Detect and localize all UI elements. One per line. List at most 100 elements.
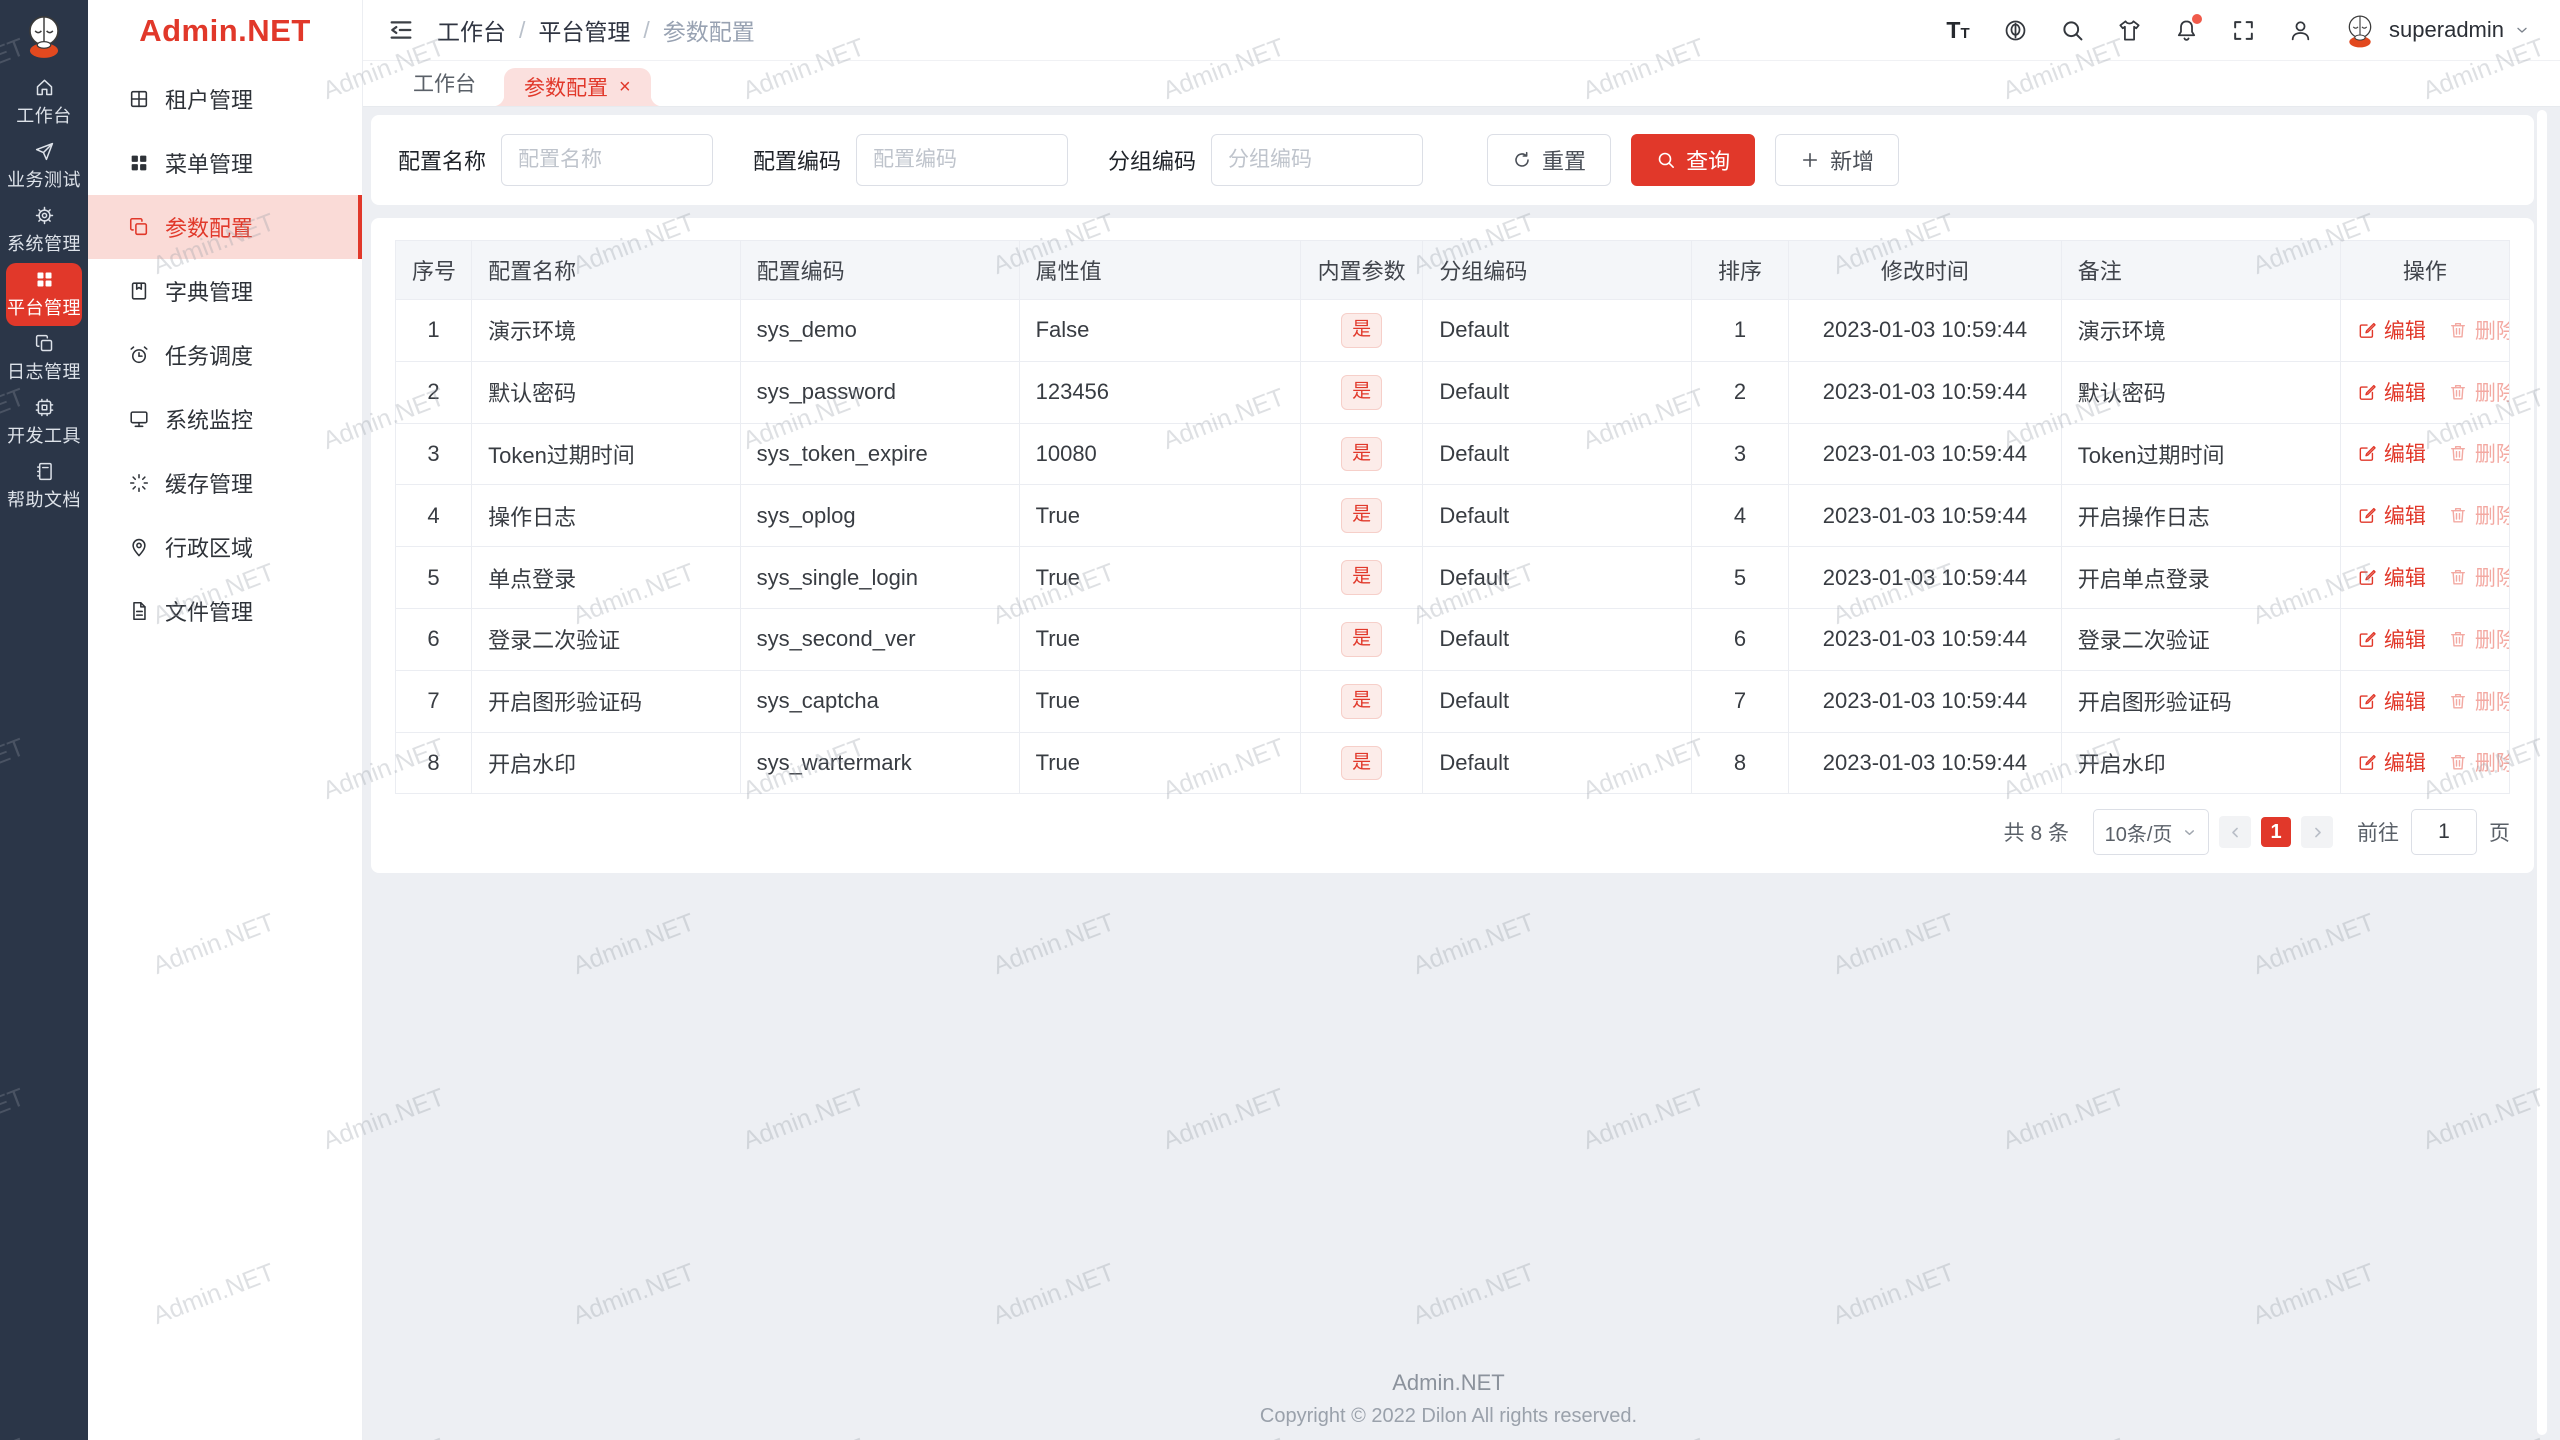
delete-button[interactable]: 删除	[2448, 315, 2508, 345]
sidebar-item-系统监控[interactable]: 系统监控	[88, 387, 362, 451]
column-header-内置参数: 内置参数	[1299, 240, 1424, 300]
rail-item-业务测试[interactable]: 业务测试	[6, 135, 82, 198]
scrollbar-thumb[interactable]	[2537, 110, 2547, 1435]
cell: Default	[1422, 299, 1692, 362]
add-button[interactable]: 新增	[1775, 134, 1900, 186]
rail-item-平台管理[interactable]: 平台管理	[6, 263, 82, 326]
actions-cell: 编辑删除	[2339, 669, 2511, 733]
edit-button[interactable]: 编辑	[2357, 686, 2426, 716]
notification-dot	[2192, 14, 2203, 24]
delete-icon	[2448, 382, 2468, 402]
cell: 单点登录	[471, 546, 741, 609]
actions-cell: 编辑删除	[2339, 360, 2511, 424]
rail-item-工作台[interactable]: 工作台	[6, 71, 82, 134]
filter-label: 配置编码	[753, 149, 842, 174]
filter-input-配置名称[interactable]	[501, 134, 714, 186]
cell: 开启图形验证码	[2060, 669, 2341, 733]
rail-item-label: 工作台	[16, 106, 72, 126]
breadcrumb-item[interactable]: 平台管理	[538, 19, 631, 45]
cell: 是	[1299, 299, 1424, 362]
menu-fold-icon[interactable]	[387, 16, 415, 44]
cell: 默认密码	[2060, 360, 2341, 424]
goto-page-input[interactable]	[2411, 809, 2477, 856]
content-area: 配置名称配置编码分组编码 重置 查询	[363, 107, 2560, 1440]
sidebar-item-参数配置[interactable]: 参数配置	[88, 195, 362, 259]
delete-button[interactable]: 删除	[2448, 624, 2508, 654]
filter-input-配置编码[interactable]	[856, 134, 1069, 186]
sidebar-item-菜单管理[interactable]: 菜单管理	[88, 131, 362, 195]
edit-button[interactable]: 编辑	[2357, 377, 2426, 407]
column-header-排序: 排序	[1690, 240, 1790, 300]
edit-button[interactable]: 编辑	[2357, 624, 2426, 654]
table-row: 4 操作日志 sys_oplog True 是 Default 4 2023-01-03 10…	[394, 484, 2511, 548]
cell: sys_second_ver	[739, 607, 1020, 671]
primary-nav: 工作台业务测试 系统管理 平台管理 日志管理 开发工具 帮助文档	[0, 70, 88, 519]
bell-icon[interactable]	[2173, 14, 2203, 43]
breadcrumb-item: 参数配置	[662, 19, 755, 45]
delete-button[interactable]: 删除	[2448, 747, 2508, 777]
cell: 登录二次验证	[2060, 607, 2341, 671]
search-icon[interactable]	[2059, 17, 2085, 43]
search-button[interactable]: 查询	[1631, 134, 1756, 186]
prev-page-button[interactable]	[2219, 816, 2251, 849]
delete-button[interactable]: 删除	[2448, 686, 2508, 716]
cell: sys_demo	[739, 299, 1020, 362]
cell: 是	[1299, 731, 1424, 795]
delete-button[interactable]: 删除	[2448, 562, 2508, 592]
app-logo-mascot[interactable]	[0, 0, 88, 70]
cell: 2023-01-03 10:59:44	[1788, 731, 2062, 795]
sidebar-item-缓存管理[interactable]: 缓存管理	[88, 451, 362, 515]
sidebar-item-字典管理[interactable]: 字典管理	[88, 259, 362, 323]
edit-button[interactable]: 编辑	[2357, 500, 2426, 530]
rail-item-帮助文档[interactable]: 帮助文档	[6, 455, 82, 518]
edit-button[interactable]: 编辑	[2357, 315, 2426, 345]
sidebar-item-租户管理[interactable]: 租户管理	[88, 67, 362, 131]
rail-item-日志管理[interactable]: 日志管理	[6, 327, 82, 390]
cell: 1	[394, 299, 473, 362]
page-number-button[interactable]: 1	[2261, 817, 2291, 848]
sidebar-item-任务调度[interactable]: 任务调度	[88, 323, 362, 387]
delete-button[interactable]: 删除	[2448, 438, 2508, 468]
edit-icon	[2357, 629, 2377, 649]
theme-icon[interactable]	[2116, 17, 2142, 43]
cell: 2023-01-03 10:59:44	[1788, 484, 2062, 548]
table-row: 6 登录二次验证 sys_second_ver True 是 Default 6 2023-0…	[394, 607, 2511, 671]
page-size-select[interactable]: 10条/页	[2093, 809, 2209, 856]
builtin-badge: 是	[1341, 498, 1383, 534]
filter-input-分组编码[interactable]	[1211, 134, 1424, 186]
builtin-badge: 是	[1341, 374, 1383, 410]
sidebar-item-行政区域[interactable]: 行政区域	[88, 515, 362, 579]
cell: 是	[1299, 546, 1424, 609]
fullscreen-icon[interactable]	[2230, 17, 2256, 43]
edit-button[interactable]: 编辑	[2357, 438, 2426, 468]
goto-suffix: 页	[2489, 822, 2510, 846]
sidebar-item-文件管理[interactable]: 文件管理	[88, 579, 362, 643]
rail-item-系统管理[interactable]: 系统管理	[6, 199, 82, 262]
delete-button[interactable]: 删除	[2448, 377, 2508, 407]
edit-button[interactable]: 编辑	[2357, 562, 2426, 592]
language-icon[interactable]	[2002, 17, 2028, 43]
column-header-配置编码: 配置编码	[739, 240, 1020, 300]
cell: True	[1018, 484, 1301, 548]
reset-button[interactable]: 重置	[1487, 134, 1612, 186]
sidebar-item-label: 任务调度	[165, 344, 254, 369]
cell: 开启水印	[2060, 731, 2341, 795]
actions-cell: 编辑删除	[2339, 299, 2511, 362]
cell: 是	[1299, 360, 1424, 424]
delete-button[interactable]: 删除	[2448, 500, 2508, 530]
user-icon[interactable]	[2287, 17, 2313, 43]
edit-button[interactable]: 编辑	[2357, 747, 2426, 777]
breadcrumb-item[interactable]: 工作台	[437, 19, 506, 45]
cell: True	[1018, 546, 1301, 609]
goto-label: 前往	[2357, 822, 2399, 846]
cell: 是	[1299, 607, 1424, 671]
next-page-button[interactable]	[2301, 816, 2333, 849]
sidebar-item-label: 缓存管理	[165, 472, 254, 497]
user-menu[interactable]: superadmin	[2341, 11, 2530, 49]
rail-item-开发工具[interactable]: 开发工具	[6, 391, 82, 454]
close-icon[interactable]: ×	[619, 76, 631, 98]
tab-参数配置[interactable]: 参数配置 ×	[493, 68, 662, 106]
cell: 7	[1690, 669, 1790, 733]
tab-工作台[interactable]: 工作台	[393, 60, 496, 106]
